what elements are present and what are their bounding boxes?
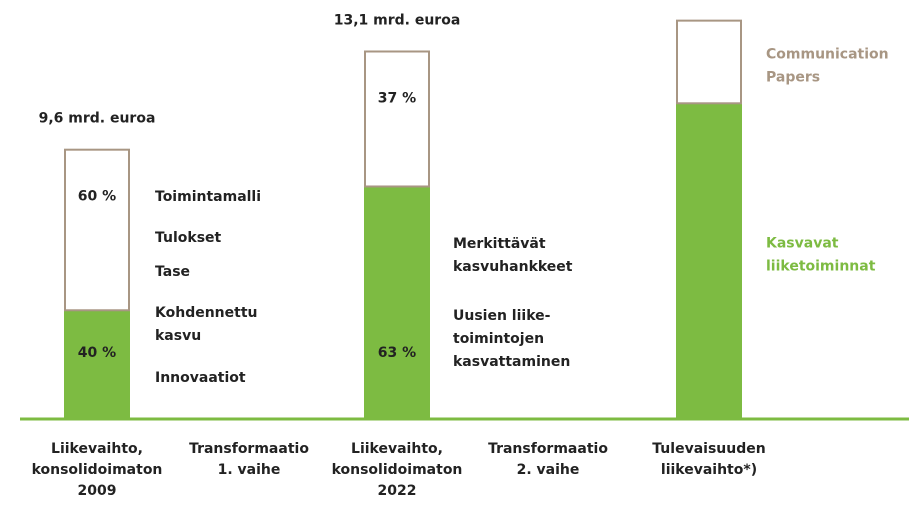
- x-tick-label: 2. vaihe: [517, 462, 580, 478]
- value-label: 63 %: [378, 345, 416, 361]
- total-label: 13,1 mrd. euroa: [334, 12, 461, 28]
- x-tick-label: 1. vaihe: [218, 462, 281, 478]
- note-text: kasvuhankkeet: [453, 259, 573, 275]
- x-tick-label: konsolidoimaton: [332, 462, 463, 478]
- x-tick-label: konsolidoimaton: [32, 462, 163, 478]
- note-text: Merkittävät: [453, 236, 546, 252]
- bar-segment: [64, 310, 130, 418]
- bar-segment: [364, 50, 430, 188]
- note-text: kasvattaminen: [453, 354, 570, 370]
- series-label: Kasvavat: [766, 235, 839, 251]
- note-text: Uusien liike-: [453, 308, 551, 324]
- x-tick-label: Tulevaisuuden: [652, 441, 765, 457]
- value-label: 40 %: [78, 345, 116, 361]
- bar-segment: [676, 19, 742, 105]
- note-text: kasvu: [155, 328, 201, 344]
- value-label: 37 %: [378, 90, 416, 106]
- bar-segment: [364, 186, 430, 418]
- x-tick-label: liikevaihto*): [661, 462, 757, 478]
- note-text: toimintojen: [453, 331, 544, 347]
- note-text: Tase: [155, 264, 190, 280]
- note-text: Innovaatiot: [155, 370, 246, 386]
- x-tick-label: 2022: [378, 483, 417, 499]
- bar-segment: [64, 148, 130, 312]
- bar-segment: [676, 103, 742, 418]
- note-text: Kohdennettu: [155, 305, 257, 321]
- note-text: Toimintamalli: [155, 189, 261, 205]
- total-label: 9,6 mrd. euroa: [39, 111, 156, 127]
- series-label: Papers: [766, 70, 820, 86]
- x-tick-label: Transformaatio: [189, 441, 309, 457]
- series-label: Communication: [766, 47, 889, 63]
- x-tick-label: Transformaatio: [488, 441, 608, 457]
- value-label: 60 %: [78, 189, 116, 205]
- x-tick-label: Liikevaihto,: [351, 441, 443, 457]
- series-label: liiketoiminnat: [766, 258, 876, 274]
- note-text: Tulokset: [155, 230, 222, 246]
- x-tick-label: Liikevaihto,: [51, 441, 143, 457]
- x-tick-label: 2009: [78, 483, 117, 499]
